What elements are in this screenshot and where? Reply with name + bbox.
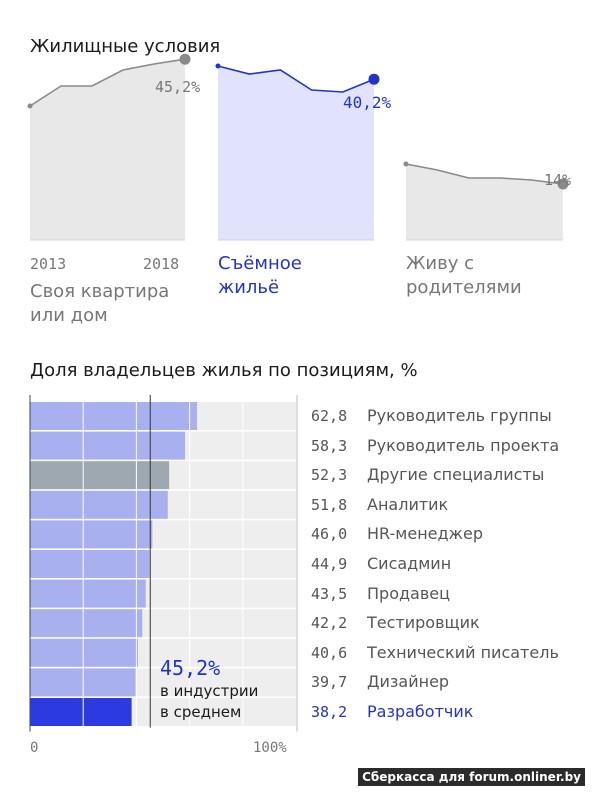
bar-category-label: Другие специалисты — [367, 465, 545, 485]
series-line — [217, 65, 375, 93]
bar-value-label: 44,9 — [311, 555, 348, 573]
series-line — [29, 58, 186, 107]
bar-value-label: 43,5 — [311, 584, 348, 603]
bar-category-label: Сисадмин — [367, 554, 452, 573]
positions-bar-chart — [29, 395, 298, 732]
area-fill — [406, 164, 563, 240]
section1-title: Жилищные условия — [30, 36, 221, 57]
area-fill — [30, 59, 185, 241]
bar-category-label: Тестировщик — [367, 613, 480, 633]
bar-category-label: Разработчик — [367, 702, 474, 721]
series-end-label: 45,2% — [155, 78, 201, 96]
bar-value-label: 62,8 — [311, 407, 348, 425]
bar — [30, 579, 146, 608]
end-point — [179, 53, 191, 65]
bar-value-label: 58,3 — [311, 436, 348, 455]
axis-max-label: 100% — [253, 740, 287, 756]
series-end-label: 40,2% — [343, 93, 392, 112]
year-start-label: 2013 — [30, 255, 67, 273]
bar — [30, 461, 170, 490]
bar-value-label: 46,0 — [311, 525, 348, 544]
bar-category-label: Руководитель группы — [367, 406, 552, 425]
bar — [30, 550, 150, 578]
bar — [30, 431, 186, 460]
bar-category-label: Дизайнер — [367, 672, 450, 692]
bar — [30, 402, 198, 430]
series-name-own: Своя квартира или дом — [30, 281, 170, 326]
average-line2: в среднем — [160, 703, 242, 721]
bar-value-label: 38,2 — [311, 703, 348, 721]
series-name-rent: Съёмное жильё — [218, 253, 302, 298]
bar-value-label: 52,3 — [311, 466, 348, 485]
bar-value-label: 51,8 — [311, 495, 348, 514]
section2-title: Доля владельцев жилья по позициям, % — [30, 360, 418, 381]
series-line — [405, 163, 564, 185]
average-value: 45,2% — [160, 656, 221, 680]
bar-value-label: 39,7 — [311, 673, 348, 692]
bar — [30, 520, 153, 549]
bar-category-label: Продавец — [367, 583, 451, 603]
housing-area-charts — [27, 53, 569, 241]
bar-category-label: Руководитель проекта — [367, 435, 560, 455]
series-end-label: 14% — [544, 171, 572, 189]
bar — [30, 609, 143, 638]
bar-category-label: HR-менеджер — [367, 524, 483, 544]
bar-value-label: 42,2 — [311, 614, 348, 633]
start-point — [27, 103, 33, 109]
start-point — [403, 161, 409, 167]
axis-min-label: 0 — [30, 740, 39, 756]
average-line1: в индустрии — [160, 682, 259, 700]
bar — [30, 490, 168, 519]
bar — [30, 698, 132, 726]
bar — [30, 638, 138, 667]
bar-category-label: Аналитик — [367, 494, 449, 514]
watermark: Сберкасса для forum.onliner.by — [358, 768, 585, 786]
bar-category-label: Технический писатель — [367, 642, 559, 662]
end-point — [557, 178, 569, 190]
series-name-parents: Живу с родителями — [406, 253, 522, 298]
end-point — [368, 73, 380, 85]
start-point — [215, 63, 221, 69]
bar-value-label: 40,6 — [311, 643, 348, 662]
year-end-label: 2018 — [143, 255, 180, 273]
area-fill — [218, 66, 374, 240]
